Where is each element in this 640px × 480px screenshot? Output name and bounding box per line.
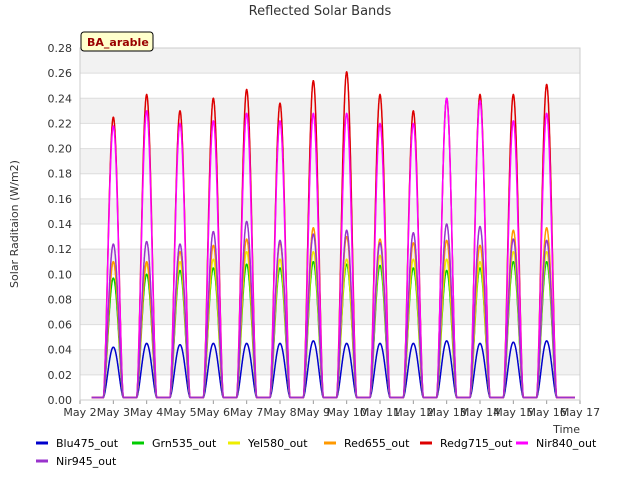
legend-label: Nir945_out (56, 455, 117, 468)
plot-band (80, 148, 580, 174)
y-tick-label: 0.12 (48, 243, 73, 256)
site-badge-box (80, 31, 154, 52)
site-badge: BA_arable (80, 31, 154, 52)
y-tick-label: 0.26 (48, 67, 73, 80)
plot-frame (79, 47, 581, 401)
y-tick-label: 0.18 (48, 168, 73, 181)
plot-band (80, 299, 580, 325)
x-tick-label: May 9 (297, 406, 330, 419)
x-tick-label: May 4 (130, 406, 163, 419)
x-tick-label: May 16 (527, 406, 567, 419)
plot-band (80, 198, 580, 224)
legend-label: Red655_out (344, 437, 410, 450)
x-tick-label: May 3 (97, 406, 130, 419)
plot-band (80, 249, 580, 275)
y-tick-label: 0.14 (48, 218, 73, 231)
x-tick-label: May 12 (393, 406, 433, 419)
y-tick-label: 0.04 (48, 344, 73, 357)
y-tick-label: 0.10 (48, 268, 73, 281)
y-tick-label: 0.24 (48, 92, 73, 105)
legend-label: Yel580_out (247, 437, 308, 450)
plot-band (80, 98, 580, 124)
chart-title: Reflected Solar Bands (249, 4, 392, 19)
x-tick-label: May 14 (460, 406, 500, 419)
y-tick-label: 0.08 (48, 293, 73, 306)
x-tick-label: May 6 (197, 406, 230, 419)
legend-label: Blu475_out (56, 437, 119, 450)
x-tick-label: May 13 (427, 406, 467, 419)
series-line-nir945-out (91, 220, 575, 399)
x-tick-label: May 15 (493, 406, 533, 419)
y-tick-label: 0.28 (48, 42, 73, 55)
x-tick-label: May 10 (327, 406, 367, 419)
y-tick-label: 0.00 (48, 394, 73, 407)
y-tick-label: 0.06 (48, 319, 73, 332)
legend-label: Redg715_out (440, 437, 513, 450)
legend: Blu475_out Grn535_out Yel580_out Red655_out… (36, 437, 597, 468)
x-axis-title: Time (552, 423, 580, 436)
x-tick-label: May 7 (230, 406, 263, 419)
site-badge-label: BA_arable (87, 36, 149, 49)
x-tick-label: May 17 (560, 406, 600, 419)
x-tick-label: May 2 (63, 406, 96, 419)
y-tick-label: 0.02 (48, 369, 73, 382)
plot-band (80, 349, 580, 375)
x-tick-label: May 8 (263, 406, 296, 419)
y-tick-label: 0.16 (48, 193, 73, 206)
legend-label: Nir840_out (536, 437, 597, 450)
y-tick-label: 0.22 (48, 117, 73, 130)
y-tick-label: 0.20 (48, 143, 73, 156)
plot-band (80, 48, 580, 74)
x-axis-ticks: May 2 May 3 May 4 May 5 May 6 May 7 May 8 May 9… (63, 400, 600, 419)
y-axis-title: Solar Raditaion (W/m2) (8, 160, 21, 288)
y-axis-ticks: 0.00 0.02 0.04 0.06 0.08 0.10 0.12 0.14 0.16 0.18… (48, 42, 73, 407)
x-tick-label: May 11 (360, 406, 400, 419)
legend-label: Grn535_out (152, 437, 217, 450)
x-tick-label: May 5 (163, 406, 196, 419)
series-lines (91, 71, 575, 399)
